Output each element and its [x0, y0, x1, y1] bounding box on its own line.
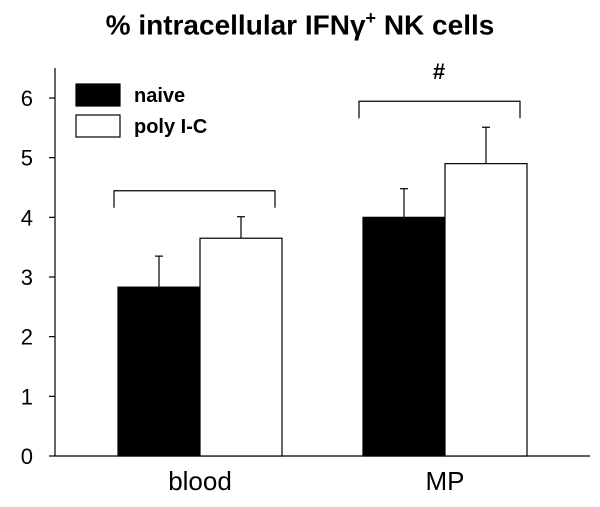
bar-blood-naive: [117, 286, 201, 457]
legend-swatch: [75, 114, 121, 138]
significance-marker: #: [433, 59, 445, 84]
title-end: NK cells: [376, 9, 495, 41]
x-tick-label: MP: [426, 466, 465, 496]
y-tick-label: 4: [21, 205, 33, 230]
title-superscript: +: [365, 8, 377, 28]
comparison-bracket: [113, 190, 276, 208]
y-tick-label: 0: [21, 444, 33, 469]
chart-title: % intracellular IFNγ+ NK cells: [0, 8, 600, 41]
comparison-bracket: [358, 100, 521, 119]
bar-MP-naive: [362, 216, 446, 457]
legend-swatch: [75, 83, 121, 107]
title-main: % intracellular IFNγ: [105, 9, 366, 41]
legend-label: naive: [134, 85, 185, 107]
y-tick-label: 6: [21, 86, 33, 111]
y-tick-label: 2: [21, 325, 33, 350]
y-tick-label: 5: [21, 146, 33, 171]
y-tick-label: 3: [21, 265, 33, 290]
bar-blood-poly-I-C: [199, 237, 283, 457]
y-tick-label: 1: [21, 384, 33, 409]
x-tick-label: blood: [168, 466, 232, 496]
legend-label: poly I-C: [134, 116, 207, 138]
bar-MP-poly-I-C: [444, 163, 528, 457]
